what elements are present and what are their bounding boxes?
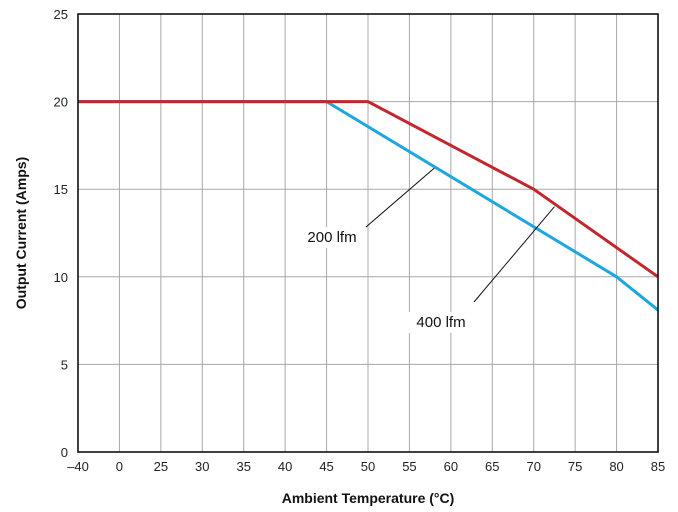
x-tick-label: 60 [444, 459, 458, 474]
annotation-leader [365, 167, 435, 228]
x-tick-label: 75 [568, 459, 582, 474]
plot-frame [77, 13, 659, 453]
x-tick-label: 70 [526, 459, 540, 474]
x-tick-label: 35 [236, 459, 250, 474]
y-axis-title: Output Current (Amps) [13, 157, 29, 309]
x-tick-label: 85 [651, 459, 665, 474]
annotation-label: 400 lfm [416, 314, 465, 331]
annotation-label: 200 lfm [307, 229, 356, 246]
x-tick-label: 45 [319, 459, 333, 474]
x-tick-label: –40 [67, 459, 89, 474]
x-tick-label: 25 [154, 459, 168, 474]
grid [78, 14, 658, 452]
y-tick-label: 5 [61, 357, 68, 372]
annotations: 200 lfm 400 lfm [298, 167, 555, 333]
y-tick-label: 20 [54, 95, 68, 110]
y-tick-label: 15 [54, 182, 68, 197]
annotation-bg [407, 312, 475, 333]
x-axis-title: Ambient Temperature (°C) [282, 490, 455, 506]
x-tick-label: 40 [278, 459, 292, 474]
x-tick-label: 65 [485, 459, 499, 474]
y-tick-label: 25 [54, 7, 68, 22]
x-tick-label: 30 [195, 459, 209, 474]
series-layer [78, 100, 659, 312]
series-line-1 [78, 100, 659, 279]
y-tick-label: 0 [61, 445, 68, 460]
y-tick-label: 10 [54, 270, 68, 285]
x-tick-label: 80 [609, 459, 623, 474]
x-tick-labels: –40 0 25 30 35 40 45 50 55 60 65 70 75 80 85 [67, 459, 665, 474]
annotation-leader [473, 206, 555, 303]
x-tick-label: 55 [402, 459, 416, 474]
x-tick-label: 0 [116, 459, 123, 474]
annotation-bg [298, 227, 366, 248]
y-tick-labels: 0 5 10 15 20 25 [54, 7, 68, 460]
x-tick-label: 50 [361, 459, 375, 474]
